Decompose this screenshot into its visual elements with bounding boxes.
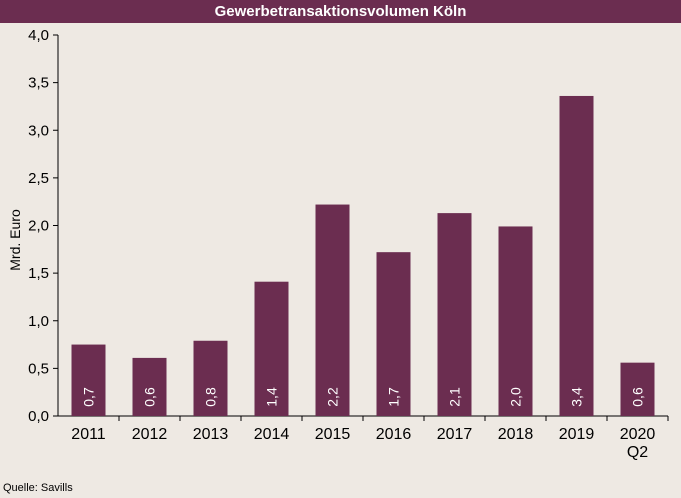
y-tick-label: 4,0: [28, 27, 49, 44]
y-tick-label: 2,0: [28, 218, 49, 235]
x-tick-label: 2012: [132, 426, 168, 443]
x-tick-label: 2015: [315, 426, 351, 443]
x-tick-label: 2017: [437, 426, 473, 443]
y-tick-label: 1,5: [28, 265, 49, 282]
data-label: 2,2: [325, 387, 341, 407]
y-tick-label: 3,5: [28, 75, 49, 92]
data-label: 3,4: [569, 387, 585, 407]
data-label: 1,7: [386, 387, 402, 407]
y-tick-label: 0,0: [28, 408, 49, 425]
y-tick-label: 1,0: [28, 313, 49, 330]
x-tick-label: 2014: [254, 426, 290, 443]
data-label: 0,7: [81, 387, 97, 407]
bar-2012: [132, 357, 167, 416]
data-label: 2,1: [447, 387, 463, 407]
data-label: 0,6: [142, 387, 158, 407]
chart-title: Gewerbetransaktionsvolumen Köln: [0, 0, 681, 23]
y-tick-label: 2,5: [28, 170, 49, 187]
bar-2013: [193, 340, 228, 416]
x-tick-label: 2018: [498, 426, 534, 443]
bar-2014: [254, 281, 289, 416]
data-label: 0,8: [203, 387, 219, 407]
source-note: Quelle: Savills: [3, 482, 73, 494]
x-tick-label: 2016: [376, 426, 412, 443]
bar-2017: [437, 213, 472, 416]
y-tick-label: 3,0: [28, 122, 49, 139]
bar-2019: [559, 95, 594, 417]
data-label: 0,6: [630, 387, 646, 407]
x-tick-label: 2020 Q2: [620, 426, 656, 461]
x-tick-label: 2011: [71, 426, 106, 443]
y-tick-label: 0,5: [28, 360, 49, 377]
bar-2015: [315, 204, 350, 416]
x-tick-label: 2019: [559, 426, 595, 443]
data-label: 1,4: [264, 387, 280, 407]
bar-2011: [71, 344, 106, 416]
x-tick-label: 2013: [193, 426, 229, 443]
bar-2016: [376, 252, 411, 416]
bar-2020-Q2: [620, 362, 655, 416]
data-label: 2,0: [508, 387, 524, 407]
bar-2018: [498, 226, 533, 416]
